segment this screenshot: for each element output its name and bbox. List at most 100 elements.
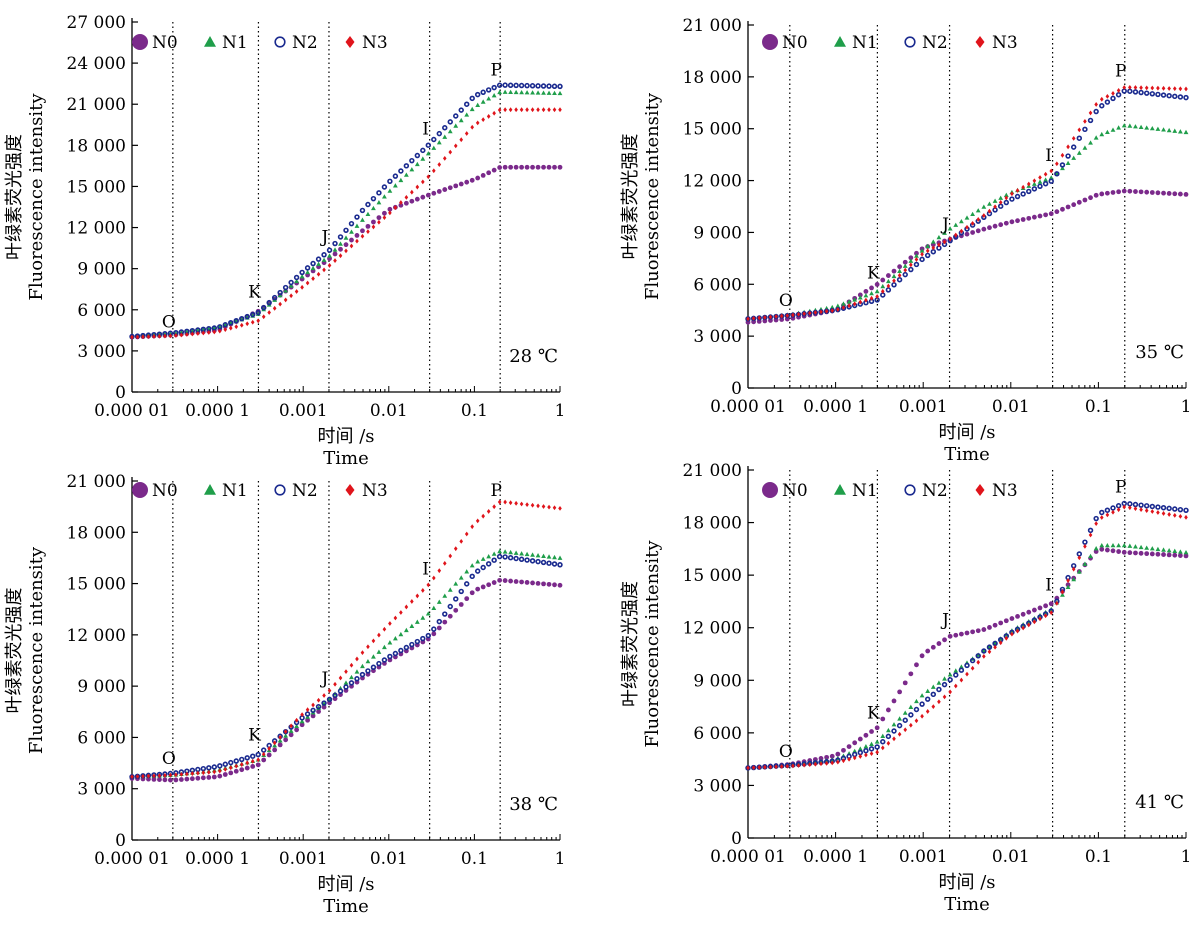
data-point bbox=[503, 499, 507, 505]
phase-label: K bbox=[867, 264, 880, 284]
data-point bbox=[975, 628, 981, 634]
series-N1 bbox=[745, 542, 1189, 770]
data-point bbox=[1138, 544, 1144, 550]
data-point bbox=[453, 113, 459, 119]
data-point bbox=[442, 134, 448, 139]
data-point bbox=[1172, 93, 1178, 100]
data-point bbox=[987, 201, 992, 206]
data-point bbox=[398, 202, 404, 208]
data-point bbox=[485, 561, 492, 567]
data-point bbox=[497, 107, 502, 113]
data-point bbox=[223, 327, 228, 333]
data-point bbox=[1071, 155, 1077, 160]
data-point bbox=[1116, 507, 1121, 513]
data-point bbox=[1088, 110, 1093, 116]
data-point bbox=[255, 309, 261, 316]
data-point bbox=[392, 650, 399, 657]
legend-marker bbox=[345, 36, 355, 48]
data-point bbox=[981, 627, 987, 632]
data-point bbox=[289, 293, 293, 299]
data-point bbox=[403, 644, 410, 651]
data-point bbox=[947, 677, 953, 683]
data-point bbox=[200, 775, 206, 781]
data-point bbox=[975, 228, 981, 234]
data-point bbox=[1077, 555, 1082, 561]
data-point bbox=[371, 224, 376, 230]
data-point bbox=[338, 241, 343, 246]
data-point bbox=[409, 157, 415, 164]
x-tick-label: 0.001 bbox=[899, 847, 948, 867]
data-point bbox=[392, 183, 398, 188]
data-point bbox=[359, 671, 366, 678]
data-point bbox=[1026, 609, 1032, 615]
data-point bbox=[925, 243, 931, 249]
data-point bbox=[1183, 553, 1189, 559]
data-point bbox=[964, 231, 970, 237]
phase-label: K bbox=[248, 283, 261, 303]
data-point bbox=[557, 582, 563, 588]
data-point bbox=[925, 688, 931, 693]
data-point bbox=[931, 704, 936, 710]
data-point bbox=[414, 196, 420, 202]
data-point bbox=[524, 580, 530, 585]
data-point bbox=[992, 223, 998, 229]
data-point bbox=[1021, 184, 1025, 190]
x-axis-title-cn: 时间 /s bbox=[317, 874, 374, 895]
legend-label: N0 bbox=[152, 481, 178, 501]
data-point bbox=[447, 613, 453, 619]
data-point bbox=[1031, 181, 1037, 186]
phase-label: P bbox=[490, 61, 501, 81]
data-point bbox=[524, 164, 530, 170]
data-point bbox=[513, 579, 519, 584]
data-point bbox=[751, 315, 756, 321]
data-point bbox=[897, 689, 903, 695]
data-point bbox=[551, 561, 558, 567]
data-point bbox=[885, 278, 891, 284]
panel-35c: 0 3 000 6 000 9 000 12 000 15 000 18 000 21 000… bbox=[620, 16, 1191, 465]
y-tick-label: 3 000 bbox=[693, 776, 742, 796]
data-point bbox=[1127, 543, 1133, 548]
data-point bbox=[535, 558, 541, 565]
series-N2 bbox=[745, 500, 1189, 771]
data-point bbox=[162, 777, 168, 783]
data-point bbox=[486, 96, 492, 101]
data-point bbox=[464, 179, 470, 185]
data-point bbox=[436, 625, 442, 631]
data-point bbox=[540, 559, 547, 566]
data-point bbox=[233, 317, 239, 324]
x-tick-label: 0.1 bbox=[461, 401, 488, 421]
data-point bbox=[370, 195, 377, 202]
data-point bbox=[366, 644, 370, 650]
data-point bbox=[1083, 119, 1087, 124]
data-point bbox=[294, 723, 300, 729]
data-point bbox=[1121, 123, 1127, 128]
data-point bbox=[470, 524, 475, 530]
data-point bbox=[283, 288, 289, 293]
data-point bbox=[1010, 191, 1014, 197]
data-point bbox=[294, 717, 299, 723]
data-point bbox=[1038, 175, 1042, 180]
data-point bbox=[993, 644, 997, 650]
data-point bbox=[909, 262, 913, 268]
data-point bbox=[305, 717, 310, 723]
data-point bbox=[211, 774, 217, 780]
y-tick-label: 9 000 bbox=[77, 260, 126, 280]
data-point bbox=[502, 549, 508, 554]
data-point bbox=[1167, 86, 1171, 91]
data-point bbox=[311, 276, 315, 282]
data-point bbox=[947, 633, 953, 639]
data-point bbox=[1043, 603, 1049, 609]
data-point bbox=[1048, 178, 1054, 184]
data-point bbox=[249, 753, 256, 759]
y-tick-label: 9 000 bbox=[77, 677, 126, 697]
data-point bbox=[163, 333, 167, 339]
data-point bbox=[174, 772, 178, 778]
data-point bbox=[953, 672, 959, 678]
data-point bbox=[410, 599, 414, 604]
data-point bbox=[392, 636, 398, 641]
data-point bbox=[502, 89, 508, 94]
data-point bbox=[453, 581, 459, 586]
data-point bbox=[936, 686, 942, 693]
data-point bbox=[399, 610, 403, 615]
data-point bbox=[869, 729, 874, 734]
